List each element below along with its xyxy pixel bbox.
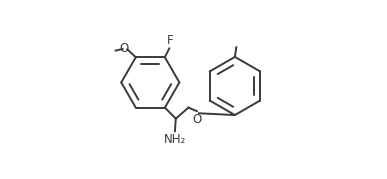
Text: O: O [120,42,129,55]
Text: F: F [167,34,173,47]
Text: O: O [193,113,202,125]
Text: NH₂: NH₂ [164,133,186,146]
